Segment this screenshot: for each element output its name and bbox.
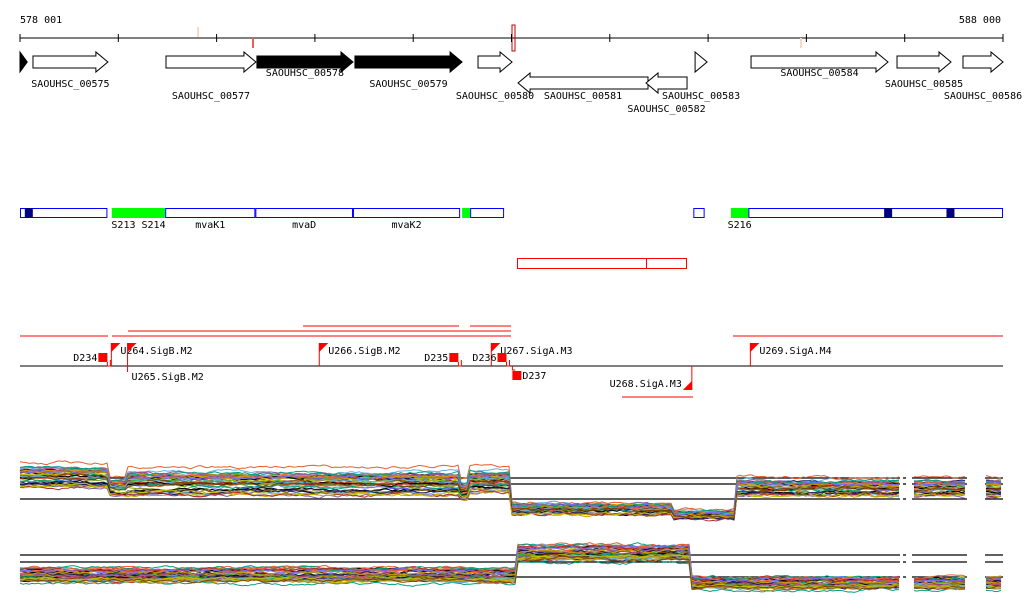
ruler-start-label: 578 001: [20, 15, 62, 26]
segment[interactable]: [165, 208, 256, 218]
gene-arrow[interactable]: [962, 50, 1004, 74]
promoter-label[interactable]: U265.SigB.M2: [132, 372, 204, 383]
segment[interactable]: [462, 208, 471, 218]
segment[interactable]: [255, 208, 353, 218]
segment-track: S213 S214 mvaK1 mvaD mvaK2 S216: [20, 208, 1004, 231]
segment[interactable]: [352, 208, 461, 218]
expression-profile-line: [19, 469, 1002, 516]
gene-label[interactable]: SAOUHSC_00581: [544, 91, 622, 102]
gene-track: SAOUHSC_00575 SAOUHSC_00577 SAOUHSC_00578 S…: [19, 50, 1022, 115]
gene-arrow[interactable]: [32, 50, 109, 74]
gene-label[interactable]: SAOUHSC_00579: [369, 79, 447, 90]
ruler-marker: [800, 38, 802, 48]
gene-arrow[interactable]: [354, 50, 463, 74]
segment-label: S213 S214: [111, 220, 165, 231]
terminator-label[interactable]: D234: [73, 353, 97, 364]
region-box[interactable]: [646, 258, 687, 269]
segment-label: mvaK2: [391, 220, 421, 231]
gene-arrow[interactable]: [477, 50, 513, 74]
promoter-flag-icon[interactable]: [491, 343, 501, 352]
expression-profile-line: [19, 482, 1002, 519]
coordinate-ruler: 578 001 588 000: [19, 15, 1004, 52]
feature-track: D234 U264.SigB.M2 U265.SigB.M2 U266.SigB.M2…: [20, 325, 1003, 398]
gene-arrow[interactable]: [165, 50, 257, 74]
gene-label[interactable]: SAOUHSC_00578: [266, 68, 344, 79]
promoter-flag-icon[interactable]: [750, 343, 760, 352]
promoter-flag-icon[interactable]: [111, 343, 121, 352]
gene-arrow[interactable]: [256, 50, 354, 74]
segment-label: mvaD: [292, 220, 316, 231]
segment-mark: [884, 208, 893, 218]
promoter-label[interactable]: U269.SigA.M4: [759, 346, 831, 357]
gene-label[interactable]: SAOUHSC_00582: [627, 104, 705, 115]
segment-mark: [24, 208, 33, 218]
gene-label[interactable]: SAOUHSC_00584: [780, 68, 858, 79]
terminator-stem: [106, 360, 111, 367]
expression-profile-line: [19, 476, 1002, 519]
promoter-flag-icon[interactable]: [127, 343, 137, 352]
terminator-icon[interactable]: [497, 353, 507, 362]
region-box[interactable]: [517, 258, 647, 269]
promoter-label[interactable]: U268.SigA.M3: [610, 379, 682, 390]
expression-profile-line: [19, 460, 1002, 512]
terminator-label[interactable]: D236: [472, 353, 496, 364]
promoter-label[interactable]: U266.SigB.M2: [328, 346, 400, 357]
expression-profile-line: [19, 555, 1002, 591]
terminator-label[interactable]: D237: [522, 371, 546, 382]
segment[interactable]: [20, 208, 108, 218]
gene-arrow[interactable]: [645, 71, 688, 95]
gene-label[interactable]: SAOUHSC_00583: [662, 91, 740, 102]
segment-label: S216: [728, 220, 752, 231]
gene-label[interactable]: SAOUHSC_00585: [885, 79, 963, 90]
ruler-end-label: 588 000: [959, 15, 1001, 26]
terminator-stem: [506, 360, 511, 367]
gene-label[interactable]: SAOUHSC_00575: [31, 79, 109, 90]
segment[interactable]: [111, 208, 166, 218]
ruler-marker: [252, 38, 254, 48]
terminator-stem: [457, 360, 462, 367]
promoter-label[interactable]: U264.SigB.M2: [120, 346, 192, 357]
red-box-track: [517, 258, 687, 269]
terminator-stem: [511, 366, 516, 371]
gene-arrow[interactable]: [750, 50, 889, 74]
expression-profile-line: [19, 544, 1002, 584]
gene-arrow[interactable]: [517, 71, 649, 95]
segment[interactable]: [748, 208, 1004, 218]
gene-label[interactable]: SAOUHSC_00577: [172, 91, 250, 102]
gene-arrow[interactable]: [896, 50, 952, 74]
terminator-icon[interactable]: [449, 353, 459, 362]
gene-arrow[interactable]: [19, 50, 28, 74]
segment[interactable]: [730, 208, 749, 218]
gene-arrow[interactable]: [694, 50, 708, 74]
segment[interactable]: [693, 208, 705, 218]
gene-label[interactable]: SAOUHSC_00586: [944, 91, 1022, 102]
terminator-label[interactable]: D235: [424, 353, 448, 364]
promoter-flag-icon[interactable]: [319, 343, 329, 352]
expression-profile-line: [19, 549, 1002, 587]
segment[interactable]: [470, 208, 505, 218]
segment-mark: [946, 208, 955, 218]
terminator-icon[interactable]: [98, 353, 108, 362]
ruler-marker: [197, 27, 199, 37]
gene-label[interactable]: SAOUHSC_00580: [456, 91, 534, 102]
promoter-label[interactable]: U267.SigA.M3: [500, 346, 572, 357]
segment-label: mvaK1: [195, 220, 225, 231]
expression-profiles: [19, 460, 1003, 593]
terminator-icon[interactable]: [512, 371, 522, 380]
promoter-flag-icon[interactable]: [682, 381, 692, 390]
